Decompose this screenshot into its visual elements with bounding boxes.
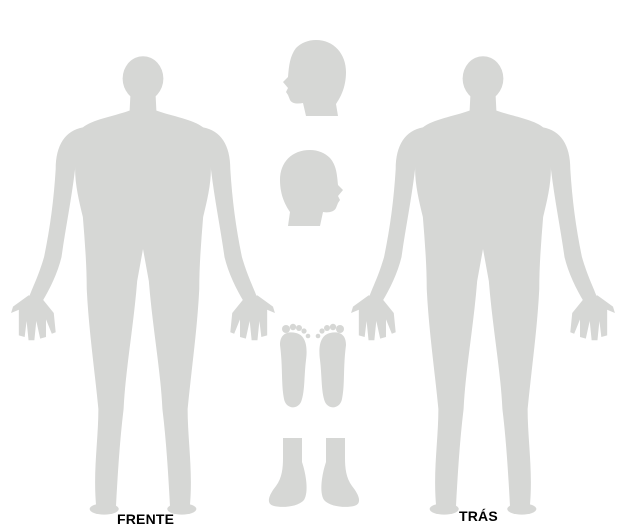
back-view-label: TRÁS bbox=[459, 508, 498, 524]
body-back-silhouette[interactable] bbox=[351, 56, 615, 515]
feet-tops[interactable] bbox=[268, 438, 360, 507]
head-left-profile[interactable] bbox=[283, 40, 346, 116]
front-view-label: FRENTE bbox=[117, 511, 175, 527]
feet-soles[interactable] bbox=[280, 323, 346, 408]
head-right-profile[interactable] bbox=[280, 150, 343, 226]
body-front-silhouette[interactable] bbox=[11, 56, 275, 515]
